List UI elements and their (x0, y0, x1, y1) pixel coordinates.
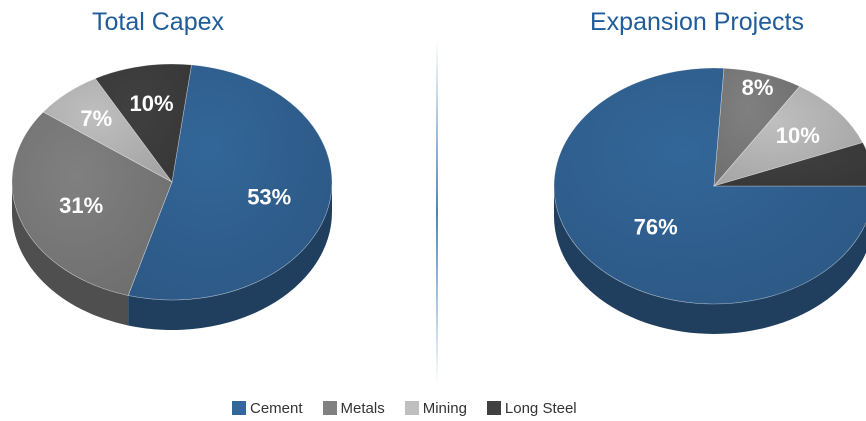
total-capex-label-mining: 7% (80, 106, 112, 131)
total-capex-label-cement: 53% (247, 185, 291, 210)
legend-label-mining: Mining (422, 399, 467, 417)
legend-label-long-steel: Long Steel (504, 399, 577, 417)
total-capex-slice-metals (11, 111, 173, 296)
total-capex-slice-cement (127, 64, 333, 301)
chart-title-total-capex: Total Capex (92, 8, 225, 36)
expansion-projects-slice-mining (713, 86, 864, 187)
chart-legend: Cement Metals Mining Long Steel (232, 398, 597, 418)
legend-swatch-cement (232, 401, 246, 415)
expansion-projects-slice-long-steel (713, 142, 866, 187)
chart-title-expansion-projects: Expansion Projects (590, 8, 805, 36)
expansion-projects-slice-cement (553, 67, 866, 305)
expansion-projects-label-mining: 10% (776, 123, 820, 148)
total-capex-side-metals (12, 182, 129, 326)
chart-divider (436, 40, 438, 385)
total-capex-side-cement (128, 182, 332, 331)
legend-label-cement: Cement (250, 399, 303, 417)
expansion-projects-side-cement (554, 186, 866, 334)
total-capex-label-long-steel: 10% (130, 91, 174, 116)
expansion-projects-label-cement: 76% (634, 214, 678, 239)
legend-item-long-steel: Long Steel (486, 399, 577, 417)
legend-swatch-metals (322, 401, 337, 415)
legend-swatch-mining (404, 401, 419, 415)
legend-label-metals: Metals (340, 399, 385, 417)
legend-item-metals: Metals (322, 399, 385, 417)
total-capex-label-metals: 31% (59, 193, 103, 218)
legend-swatch-long-steel (486, 401, 501, 415)
legend-item-cement: Cement (232, 400, 303, 417)
total-capex-slice-long-steel (94, 63, 192, 183)
legend-item-mining: Mining (404, 399, 467, 417)
expansion-projects-label-metals: 8% (742, 75, 774, 100)
